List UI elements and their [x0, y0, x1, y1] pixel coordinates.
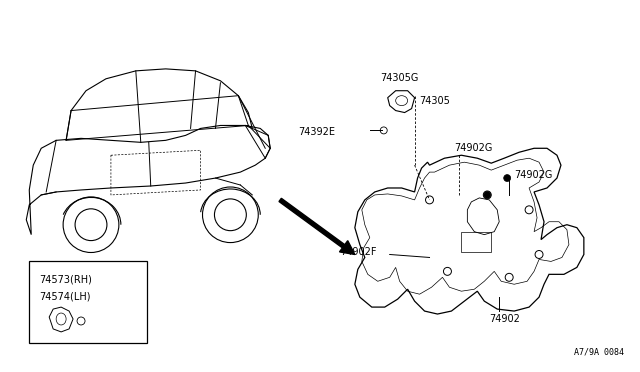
Text: 74902: 74902 [489, 314, 520, 324]
Text: A7/9A 0084: A7/9A 0084 [573, 348, 623, 357]
Text: 74305G: 74305G [380, 73, 418, 83]
Text: 74573(RH): 74573(RH) [39, 274, 92, 284]
Text: 74574(LH): 74574(LH) [39, 291, 91, 301]
Text: 74902G: 74902G [454, 143, 493, 153]
FancyArrow shape [279, 198, 355, 254]
Bar [461, 232, 492, 251]
Text: 74305: 74305 [420, 96, 451, 106]
Text: 74902G: 74902G [514, 170, 552, 180]
Text: 74902F: 74902F [340, 247, 376, 257]
Circle shape [484, 192, 491, 198]
Text: 74392E: 74392E [298, 127, 335, 137]
Circle shape [504, 174, 511, 182]
Bar [29, 262, 147, 343]
